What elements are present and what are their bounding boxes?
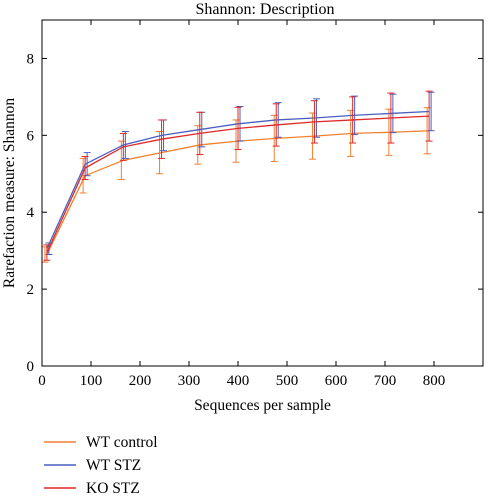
error-bar	[310, 100, 318, 144]
series-wt-control	[41, 107, 431, 263]
legend-label: WT STZ	[86, 457, 141, 474]
axes: 0 100 200 300 400 500 600 700 800 0 2 4 6 8	[27, 20, 483, 389]
y-tick-label: 0	[27, 359, 35, 375]
error-bar	[387, 92, 395, 144]
plot-area	[41, 90, 435, 263]
x-axis-title: Sequences per sample	[194, 397, 331, 414]
error-bar	[272, 103, 280, 147]
y-tick-label: 2	[27, 282, 35, 298]
legend-item-wt-stz: WT STZ	[44, 457, 141, 474]
x-tick-label: 500	[276, 373, 299, 389]
x-tick-label: 0	[38, 373, 46, 389]
series-ko-stz	[43, 90, 433, 261]
x-tick-label: 700	[374, 373, 397, 389]
error-bar	[43, 244, 51, 261]
x-tick-label: 200	[129, 373, 152, 389]
error-bar	[158, 119, 166, 159]
error-bar	[196, 111, 204, 156]
legend-item-wt-control: WT control	[44, 434, 158, 451]
error-bar	[349, 96, 357, 144]
y-axis-title: Rarefaction measure: Shannon	[1, 98, 18, 288]
legend-label: WT control	[86, 434, 158, 451]
plot-frame	[41, 19, 484, 367]
series-wt-stz	[45, 91, 435, 256]
error-bar	[119, 132, 127, 161]
y-tick-label: 6	[27, 128, 35, 144]
legend-label: KO STZ	[86, 480, 140, 497]
chart-title: Shannon: Description	[195, 1, 334, 18]
error-bar	[425, 90, 433, 142]
error-bar	[234, 106, 242, 151]
x-tick-label: 800	[423, 373, 446, 389]
y-tick-label: 8	[27, 51, 35, 67]
x-tick-label: 100	[80, 373, 103, 389]
legend-item-ko-stz: KO STZ	[44, 480, 140, 497]
error-bar	[81, 155, 89, 181]
y-tick-label: 4	[27, 205, 35, 221]
x-tick-label: 300	[178, 373, 201, 389]
x-tick-label: 600	[325, 373, 348, 389]
x-tick-label: 400	[227, 373, 250, 389]
legend: WT control WT STZ KO STZ	[44, 434, 158, 497]
